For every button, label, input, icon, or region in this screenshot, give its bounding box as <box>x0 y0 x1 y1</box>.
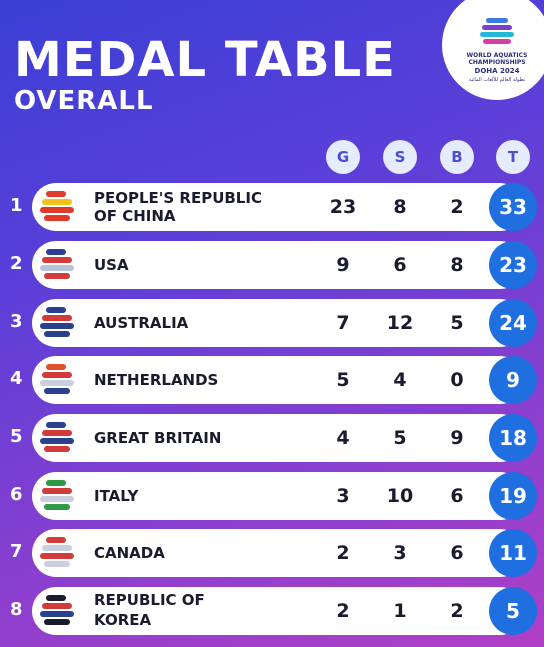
table-row: 5 GREAT BRITAIN 4 5 9 18 <box>0 414 544 462</box>
silver-count: 12 <box>386 312 414 334</box>
country-name: CANADA <box>94 544 165 562</box>
page-subtitle: OVERALL <box>14 86 154 116</box>
table-row: 7 CANADA 2 3 6 11 <box>0 529 544 577</box>
country-name-line2: KOREA <box>94 611 152 629</box>
country-name-line2: OF CHINA <box>94 207 176 225</box>
gold-count: 2 <box>336 600 350 622</box>
total-count: 23 <box>489 241 537 289</box>
country-name: ITALY <box>94 487 139 505</box>
total-count: 5 <box>489 587 537 635</box>
bronze-count: 2 <box>450 196 464 218</box>
silver-count: 6 <box>393 254 407 276</box>
bronze-count: 8 <box>450 254 464 276</box>
gold-count: 4 <box>336 427 350 449</box>
row-pill <box>32 183 524 231</box>
total-count: 33 <box>489 183 537 231</box>
row-pill <box>32 299 524 347</box>
rank: 4 <box>10 368 23 389</box>
korea-flag-icon <box>38 591 78 631</box>
page-title: MEDAL TABLE <box>14 32 396 88</box>
gold-count: 23 <box>329 196 357 218</box>
total-count: 9 <box>489 356 537 404</box>
country-name: REPUBLIC OF <box>94 591 205 609</box>
gold-count: 2 <box>336 542 350 564</box>
row-pill <box>32 241 524 289</box>
silver-count: 4 <box>393 369 407 391</box>
total-count: 11 <box>489 529 537 577</box>
championship-logo: WORLD AQUATICS CHAMPIONSHIPS DOHA 2024 ب… <box>442 0 544 100</box>
table-row: 8 REPUBLIC OF KOREA 2 1 2 5 <box>0 587 544 635</box>
silver-count: 3 <box>393 542 407 564</box>
gold-column-header: G <box>326 140 360 174</box>
bronze-count: 2 <box>450 600 464 622</box>
row-pill <box>32 472 524 520</box>
logo-line1: WORLD AQUATICS <box>466 51 528 59</box>
rank: 8 <box>10 599 23 620</box>
bronze-count: 5 <box>450 312 464 334</box>
country-name: GREAT BRITAIN <box>94 429 222 447</box>
gold-count: 5 <box>336 369 350 391</box>
silver-count: 8 <box>393 196 407 218</box>
row-pill <box>32 356 524 404</box>
bronze-count: 0 <box>450 369 464 391</box>
table-row: 3 AUSTRALIA 7 12 5 24 <box>0 299 544 347</box>
logo-arabic: بطولة العالم للألعاب المائية <box>468 76 526 83</box>
usa-flag-icon <box>38 245 78 285</box>
netherlands-flag-icon <box>38 360 78 400</box>
logo-line2: CHAMPIONSHIPS <box>468 58 526 66</box>
country-name: PEOPLE'S REPUBLIC <box>94 189 262 207</box>
total-count: 18 <box>489 414 537 462</box>
bronze-column-header: B <box>440 140 474 174</box>
total-count: 19 <box>489 472 537 520</box>
row-pill <box>32 529 524 577</box>
table-row: 4 NETHERLANDS 5 4 0 9 <box>0 356 544 404</box>
country-name: USA <box>94 256 129 274</box>
bronze-count: 6 <box>450 485 464 507</box>
country-name: AUSTRALIA <box>94 314 189 332</box>
gold-count: 3 <box>336 485 350 507</box>
great-britain-flag-icon <box>38 418 78 458</box>
logo-line3: DOHA 2024 <box>474 66 520 75</box>
table-row: 6 ITALY 3 10 6 19 <box>0 472 544 520</box>
rank: 7 <box>10 541 23 562</box>
row-pill <box>32 587 524 635</box>
italy-flag-icon <box>38 476 78 516</box>
silver-count: 5 <box>393 427 407 449</box>
country-name: NETHERLANDS <box>94 371 219 389</box>
silver-count: 10 <box>386 485 414 507</box>
bronze-count: 9 <box>450 427 464 449</box>
bronze-count: 6 <box>450 542 464 564</box>
table-row: 1 PEOPLE'S REPUBLIC OF CHINA 23 8 2 33 <box>0 183 544 231</box>
table-row: 2 USA 9 6 8 23 <box>0 241 544 289</box>
rank: 3 <box>10 311 23 332</box>
world-aquatics-logo-icon <box>480 17 514 48</box>
silver-count: 1 <box>393 600 407 622</box>
silver-column-header: S <box>383 140 417 174</box>
rank: 6 <box>10 484 23 505</box>
total-column-header: T <box>496 140 530 174</box>
rank: 1 <box>10 195 23 216</box>
china-flag-icon <box>38 187 78 227</box>
gold-count: 7 <box>336 312 350 334</box>
rank: 5 <box>10 426 23 447</box>
gold-count: 9 <box>336 254 350 276</box>
canada-flag-icon <box>38 533 78 573</box>
row-pill <box>32 414 524 462</box>
total-count: 24 <box>489 299 537 347</box>
rank: 2 <box>10 253 23 274</box>
australia-flag-icon <box>38 303 78 343</box>
